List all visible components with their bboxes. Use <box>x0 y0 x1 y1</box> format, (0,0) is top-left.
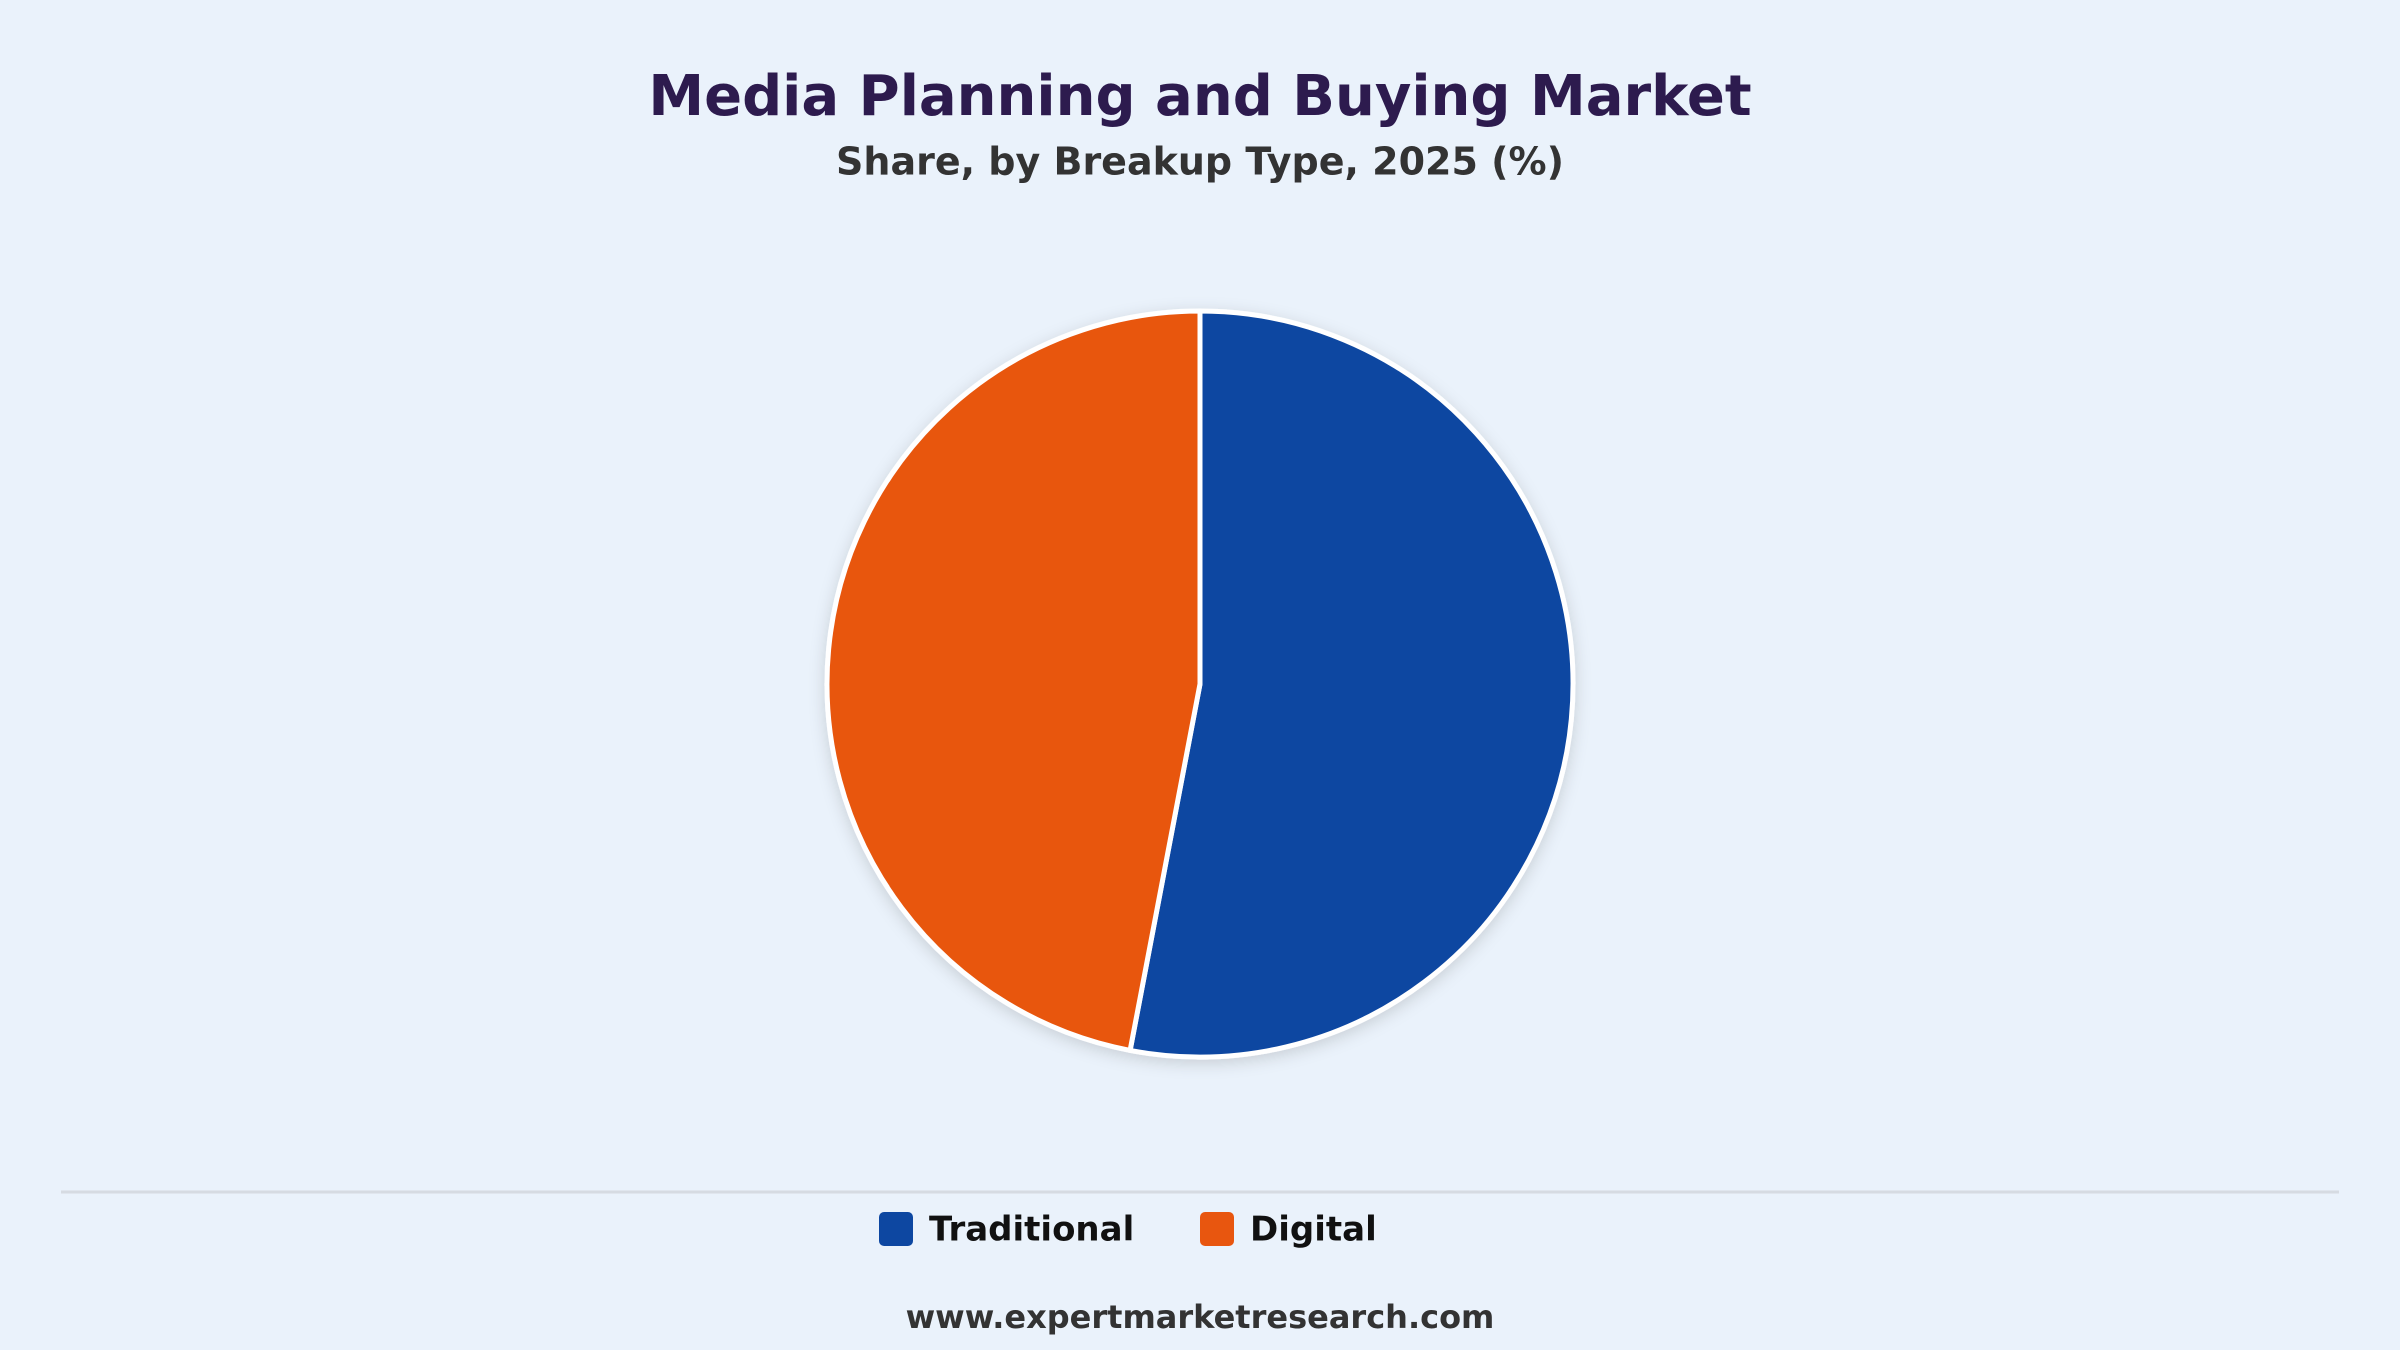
pie-slice <box>824 308 1203 1053</box>
source: www.expertmarketresearch.com <box>906 1298 1495 1336</box>
legend-swatch <box>1200 1212 1234 1246</box>
chart-title: Media Planning and Buying Market <box>648 64 1751 129</box>
legend-label: Traditional <box>929 1210 1134 1250</box>
legend-label: Digital <box>1250 1210 1377 1250</box>
pie <box>824 308 1576 1060</box>
chart-subtitle: Share, by Breakup Type, 2025 (%) <box>836 140 1564 184</box>
legend: Traditional Digital <box>879 1210 1377 1250</box>
pie-slice <box>1127 308 1576 1060</box>
legend-swatch <box>879 1212 913 1246</box>
